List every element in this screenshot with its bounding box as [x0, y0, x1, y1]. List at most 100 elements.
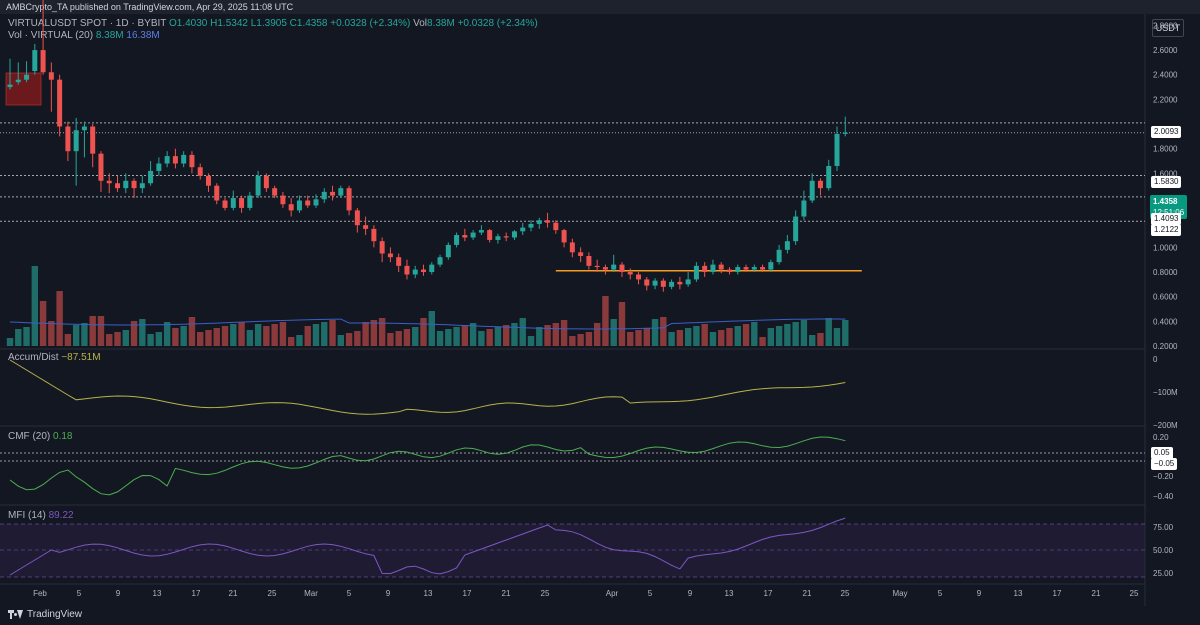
- volume-bar: [72, 325, 80, 346]
- price-tick-label: 1.8000: [1153, 145, 1178, 154]
- cmf-line: [9, 436, 846, 496]
- volume-bar: [693, 326, 700, 346]
- volume-bar: [238, 322, 245, 346]
- candle-body: [660, 280, 666, 287]
- vol-ma-label[interactable]: Vol · VIRTUAL (20): [8, 30, 94, 41]
- volume-bar: [304, 326, 311, 346]
- candle-body: [346, 188, 352, 211]
- candle-body: [702, 265, 708, 273]
- volume-bar: [842, 320, 849, 346]
- volume-bar: [354, 331, 361, 346]
- candle-body: [421, 269, 426, 273]
- volume-bar: [478, 331, 485, 346]
- candle-body: [644, 279, 650, 286]
- candle-body: [594, 265, 600, 268]
- volume-bar: [213, 328, 220, 346]
- time-tick-label: 25: [268, 589, 277, 598]
- price-tick-label: 0.4000: [1153, 317, 1178, 326]
- close-value: C1.4358: [289, 18, 328, 29]
- candle-body: [578, 252, 584, 256]
- candle-body: [652, 280, 658, 286]
- volume-bar: [48, 321, 55, 346]
- candle-body: [379, 241, 385, 254]
- volume-bar: [378, 318, 386, 346]
- level-tag-1.4093: 1.4093: [1151, 213, 1182, 225]
- candle-body: [354, 210, 360, 226]
- price-tick-label: 1.6000: [1153, 169, 1178, 178]
- time-tick-label: 17: [192, 589, 201, 598]
- time-tick-label: Mar: [304, 589, 318, 598]
- candle-body: [263, 175, 269, 189]
- mfi-label[interactable]: MFI (14): [8, 510, 46, 521]
- price-tick-label: 2.6000: [1153, 46, 1178, 55]
- volume-bar: [337, 335, 344, 346]
- volume-bar: [808, 335, 816, 346]
- volume-bar: [552, 323, 560, 346]
- indicator-tick-label: 0.20: [1153, 433, 1169, 442]
- volume-bar: [64, 334, 72, 346]
- volume-bar: [395, 331, 402, 346]
- candle-body: [73, 130, 79, 152]
- volume-bar: [618, 302, 626, 346]
- candle-body: [172, 156, 178, 164]
- volume-bar: [486, 329, 493, 346]
- time-tick-label: 5: [648, 589, 653, 598]
- candle-body: [338, 188, 344, 196]
- candle-body: [487, 230, 493, 240]
- volume-bar: [122, 330, 129, 346]
- volume-bar: [759, 337, 766, 346]
- volume-bar: [643, 328, 650, 346]
- ad-label[interactable]: Accum/Dist: [8, 352, 59, 363]
- vol-label: Vol: [413, 18, 428, 29]
- volume-bar: [296, 335, 303, 346]
- candle-body: [288, 204, 294, 211]
- candle-body: [148, 170, 154, 184]
- indicator-tick-label: −200M: [1153, 421, 1178, 430]
- cmf-label[interactable]: CMF (20): [8, 431, 51, 442]
- price-tick-label: 2.8000: [1153, 21, 1178, 30]
- volume-bar: [577, 334, 584, 346]
- currency-button[interactable]: USDT: [1152, 19, 1184, 37]
- volume-bar: [97, 316, 105, 346]
- volume-bar: [387, 333, 394, 346]
- candle-body: [32, 50, 38, 72]
- volume-bar: [56, 291, 63, 346]
- volume-bar: [370, 320, 378, 346]
- time-tick-label: 17: [1053, 589, 1062, 598]
- volume-bar: [701, 324, 708, 346]
- volume-bar: [792, 322, 799, 346]
- candle-body: [495, 236, 501, 240]
- change-value: +0.0328 (+2.34%): [330, 18, 411, 29]
- time-tick-label: 5: [938, 589, 943, 598]
- candle-body: [817, 180, 823, 189]
- indicator-tick-label: 75.00: [1153, 523, 1174, 532]
- candle-body: [470, 232, 476, 238]
- candle-body: [503, 236, 509, 238]
- publisher-bar: AMBCrypto_TA published on TradingView.co…: [0, 0, 1200, 14]
- candle-body: [7, 84, 13, 88]
- volume-bar: [23, 327, 30, 346]
- candle-body: [164, 156, 170, 164]
- volume-bar: [403, 329, 411, 346]
- candle-body: [139, 183, 145, 189]
- level-tag-2.0093: 2.0093: [1151, 126, 1182, 138]
- volume-bar: [436, 331, 444, 346]
- candle-body: [156, 163, 162, 171]
- candle-body: [536, 220, 542, 224]
- volume-bar: [751, 322, 758, 346]
- level-tag-1.2122: 1.2122: [1151, 224, 1182, 236]
- volume-bar: [147, 334, 154, 346]
- brand-name: TradingView: [27, 609, 83, 620]
- candle-body: [611, 264, 617, 270]
- candle-body: [743, 267, 749, 270]
- candle-body: [669, 281, 675, 287]
- tradingview-logo-icon: [8, 610, 23, 619]
- volume-bar: [709, 332, 717, 346]
- symbol-label[interactable]: VIRTUALUSDT SPOT · 1D · BYBIT: [8, 18, 167, 29]
- candle-body: [404, 265, 410, 275]
- tradingview-brand[interactable]: TradingView: [8, 609, 82, 620]
- volume-bar: [172, 328, 179, 346]
- candle-body: [65, 126, 71, 152]
- volume-bar: [511, 323, 518, 346]
